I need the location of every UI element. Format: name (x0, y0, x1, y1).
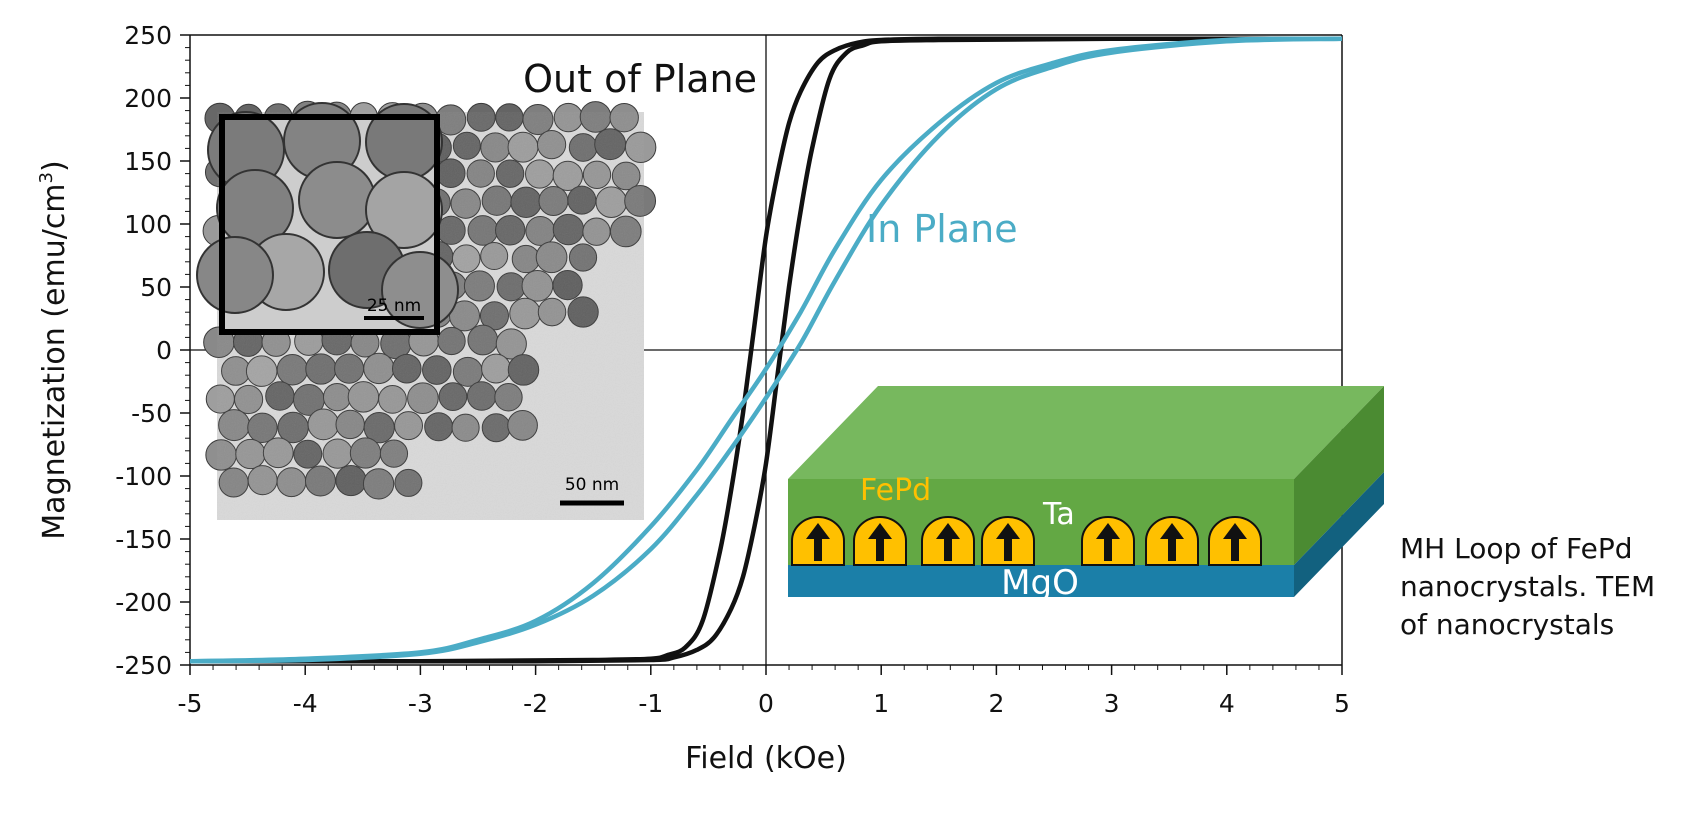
y-axis-title: Magnetization (emu/cm3) (36, 160, 72, 539)
zoom-frame (219, 114, 440, 335)
magnetization-arrow-icon (1160, 523, 1184, 561)
y-axis-title-main: Magnetization (emu/cm (37, 183, 72, 539)
y-tick-label: 250 (124, 21, 172, 50)
tem-micrograph-inset: 50 nm 25 nm (196, 100, 657, 520)
tem-zoom-inset: 25 nm (196, 102, 459, 335)
mgo-label: MgO (1001, 563, 1079, 603)
nanoparticle-zoom (196, 236, 274, 314)
fepd-nanocrystal-domes (791, 516, 1262, 566)
y-tick-label: -100 (115, 462, 172, 491)
x-tick-label: 2 (988, 689, 1004, 718)
y-tick-label: -50 (131, 399, 172, 428)
nanoparticle-zoom (298, 161, 376, 239)
x-tick-labels: -5 -4 -3 -2 -1 0 1 2 3 4 5 (178, 665, 1350, 718)
x-tick-label: -4 (293, 689, 318, 718)
x-tick-label: -5 (178, 689, 203, 718)
diagram-front-blue (788, 565, 1294, 597)
y-tick-label: -150 (115, 525, 172, 554)
x-tick-label: 3 (1104, 689, 1120, 718)
y-tick-label: 0 (156, 336, 172, 365)
zoom-nanoparticles (196, 102, 459, 329)
x-tick-label: 5 (1334, 689, 1350, 718)
scale-label-50nm: 50 nm (565, 475, 619, 495)
diagram-side-face-green (1294, 386, 1384, 565)
x-tick-label: 1 (873, 689, 889, 718)
out-of-plane-label: Out of Plane (523, 57, 757, 101)
caption-line-2: nanocrystals. TEM (1400, 570, 1656, 603)
caption-line-3: of nanocrystals (1400, 608, 1615, 641)
x-axis-title: Field (kOe) (685, 741, 847, 776)
nanoparticle-zoom (365, 171, 443, 249)
y-tick-label: -250 (115, 651, 172, 680)
x-tick-label: -2 (523, 689, 548, 718)
diagram-top-face (788, 386, 1384, 479)
y-tick-labels: 250 200 150 100 50 0 -50 -100 -150 -200 -250 (115, 21, 190, 680)
scale-label-25nm: 25 nm (367, 296, 421, 316)
in-plane-branch-2 (190, 36, 1342, 664)
magnetization-arrow-icon (996, 523, 1020, 561)
fepd-label: FePd (860, 473, 931, 508)
x-tick-label: 4 (1219, 689, 1235, 718)
x-tick-label: -1 (638, 689, 663, 718)
magnetization-arrow-icon (1223, 523, 1247, 561)
y-tick-label: 150 (124, 147, 172, 176)
figure-caption: MH Loop of FePd nanocrystals. TEM of nan… (1400, 530, 1700, 644)
caption-line-1: MH Loop of FePd (1400, 532, 1633, 565)
y-tick-label: 200 (124, 84, 172, 113)
diagram-side-face-blue (1294, 472, 1384, 597)
y-axis-title-close: ) (37, 160, 72, 172)
ta-label: Ta (1042, 497, 1075, 532)
fepd-layer-diagram: FePd Ta MgO (788, 386, 1384, 603)
in-plane-label: In Plane (866, 207, 1018, 251)
magnetization-arrow-icon (1096, 523, 1120, 561)
x-tick-label: -3 (408, 689, 433, 718)
y-tick-label: 50 (140, 273, 172, 302)
y-tick-label: 100 (124, 210, 172, 239)
out-of-plane-branch-2 (190, 36, 1342, 664)
magnetization-arrow-icon (806, 523, 830, 561)
series-layer (190, 36, 1342, 664)
magnetization-arrow-icon (868, 523, 892, 561)
x-tick-label: 0 (758, 689, 774, 718)
y-axis-title-superscript: 3 (36, 172, 57, 183)
magnetization-arrow-icon (936, 523, 960, 561)
y-tick-label: -200 (115, 588, 172, 617)
